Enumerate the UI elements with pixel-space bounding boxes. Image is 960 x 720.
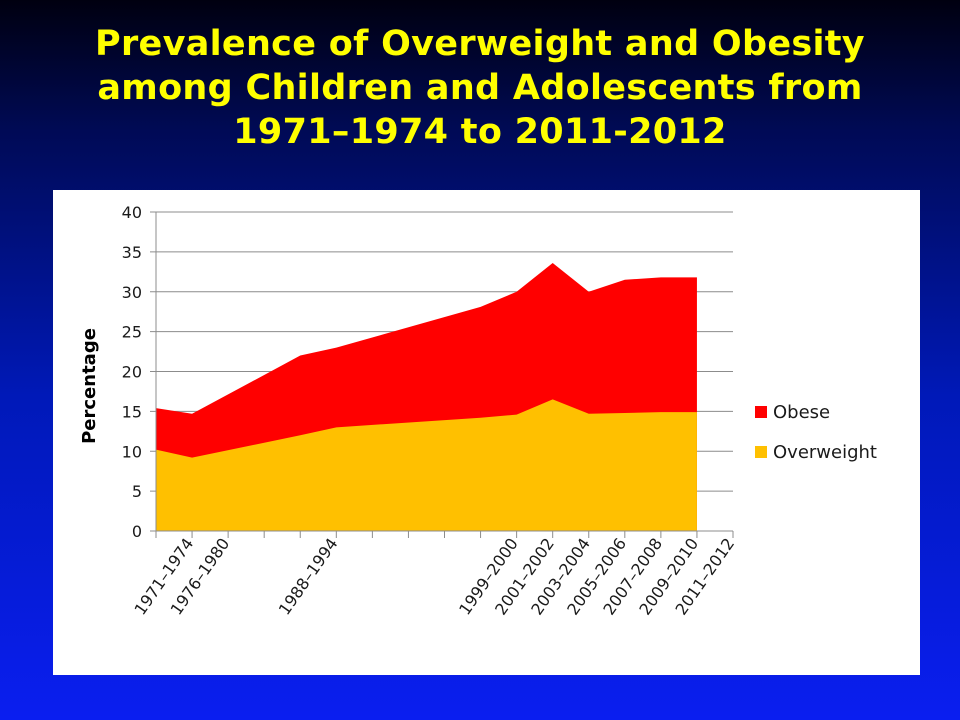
overweight-area	[156, 399, 697, 531]
y-tick-label: 20	[122, 363, 142, 382]
slide-title: Prevalence of Overweight and Obesity amo…	[0, 22, 960, 154]
y-tick-label: 40	[122, 203, 142, 222]
y-tick-label: 10	[122, 442, 142, 461]
y-tick-label: 30	[122, 283, 142, 302]
legend-swatch-obese	[755, 406, 767, 418]
y-tick-labels: 0 5 10 15 20 25 30 35 40	[122, 203, 142, 541]
legend-label-overweight: Overweight	[773, 442, 877, 463]
legend: Obese Overweight	[755, 402, 877, 463]
title-line-2: among Children and Adolescents from	[97, 68, 863, 108]
x-tick-label: 1988–1994	[275, 534, 342, 618]
y-tick-label: 25	[122, 323, 142, 342]
title-line-3: 1971–1974 to 2011-2012	[233, 112, 727, 152]
chart-panel: 0 5 10 15 20 25 30 35 40 1971–1974 1976–1980 1988–…	[53, 190, 920, 675]
axes	[150, 211, 734, 538]
title-line-1: Prevalence of Overweight and Obesity	[95, 24, 865, 64]
y-tick-label: 5	[132, 482, 142, 501]
y-tick-label: 0	[132, 522, 142, 541]
y-axis-title: Percentage	[79, 328, 100, 444]
y-tick-label: 15	[122, 402, 142, 421]
y-tick-label: 35	[122, 243, 142, 262]
legend-swatch-overweight	[755, 446, 767, 458]
legend-label-obese: Obese	[773, 402, 830, 423]
areas	[156, 263, 697, 531]
